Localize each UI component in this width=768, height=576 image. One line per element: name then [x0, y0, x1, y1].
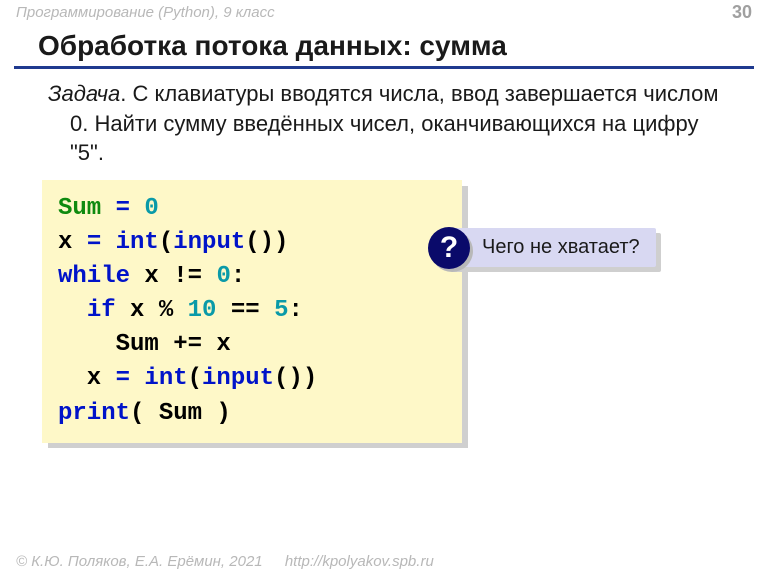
page-title: Обработка потока данных: сумма [14, 22, 754, 69]
task-body: . С клавиатуры вводятся числа, ввод заве… [70, 81, 718, 165]
footer-url: http://kpolyakov.spb.ru [285, 553, 434, 570]
code-token: int [101, 229, 159, 256]
code-token: int [130, 365, 188, 392]
task-label: Задача [48, 81, 120, 106]
code-token: = [116, 195, 130, 222]
code-region: Sum = 0 x = int(input()) while x != 0: i… [42, 180, 768, 443]
code-token: ()) [274, 365, 317, 392]
code-token: ( Sum ) [130, 400, 231, 427]
code-token [58, 297, 87, 324]
code-token: ( [188, 365, 202, 392]
code-token: ( [159, 229, 173, 256]
code-token: input [173, 229, 245, 256]
code-token: = [87, 229, 101, 256]
code-token: : [231, 263, 245, 290]
code-token: x != [130, 263, 216, 290]
code-token: ()) [245, 229, 288, 256]
code-token: 0 [216, 263, 230, 290]
course-label: Программирование (Python), 9 класс [16, 4, 275, 21]
page-number: 30 [732, 2, 752, 23]
code-token: x [58, 365, 116, 392]
code-token: x [58, 229, 87, 256]
header-bar: Программирование (Python), 9 класс 30 [0, 0, 768, 22]
task-text: Задача. С клавиатуры вводятся числа, вво… [22, 79, 768, 168]
callout-text: Чего не хватает? [482, 236, 640, 258]
code-token: : [288, 297, 302, 324]
code-token: while [58, 263, 130, 290]
copyright: © К.Ю. Поляков, Е.А. Ерёмин, 2021 [16, 553, 263, 570]
code-token: 0 [130, 195, 159, 222]
code-token: == [216, 297, 274, 324]
code-token: x % [116, 297, 188, 324]
code-token: = [116, 365, 130, 392]
code-token: 10 [188, 297, 217, 324]
code-token: input [202, 365, 274, 392]
footer: © К.Ю. Поляков, Е.А. Ерёмин, 2021 http:/… [16, 553, 434, 570]
code-token: Sum += x [58, 331, 231, 358]
code-token: if [87, 297, 116, 324]
code-token: print [58, 400, 130, 427]
callout: ? Чего не хватает? [446, 228, 656, 267]
callout-box: ? Чего не хватает? [446, 228, 656, 267]
question-mark-icon: ? [428, 227, 470, 269]
code-token: 5 [274, 297, 288, 324]
code-block: Sum = 0 x = int(input()) while x != 0: i… [42, 180, 462, 443]
code-token: Sum [58, 195, 116, 222]
